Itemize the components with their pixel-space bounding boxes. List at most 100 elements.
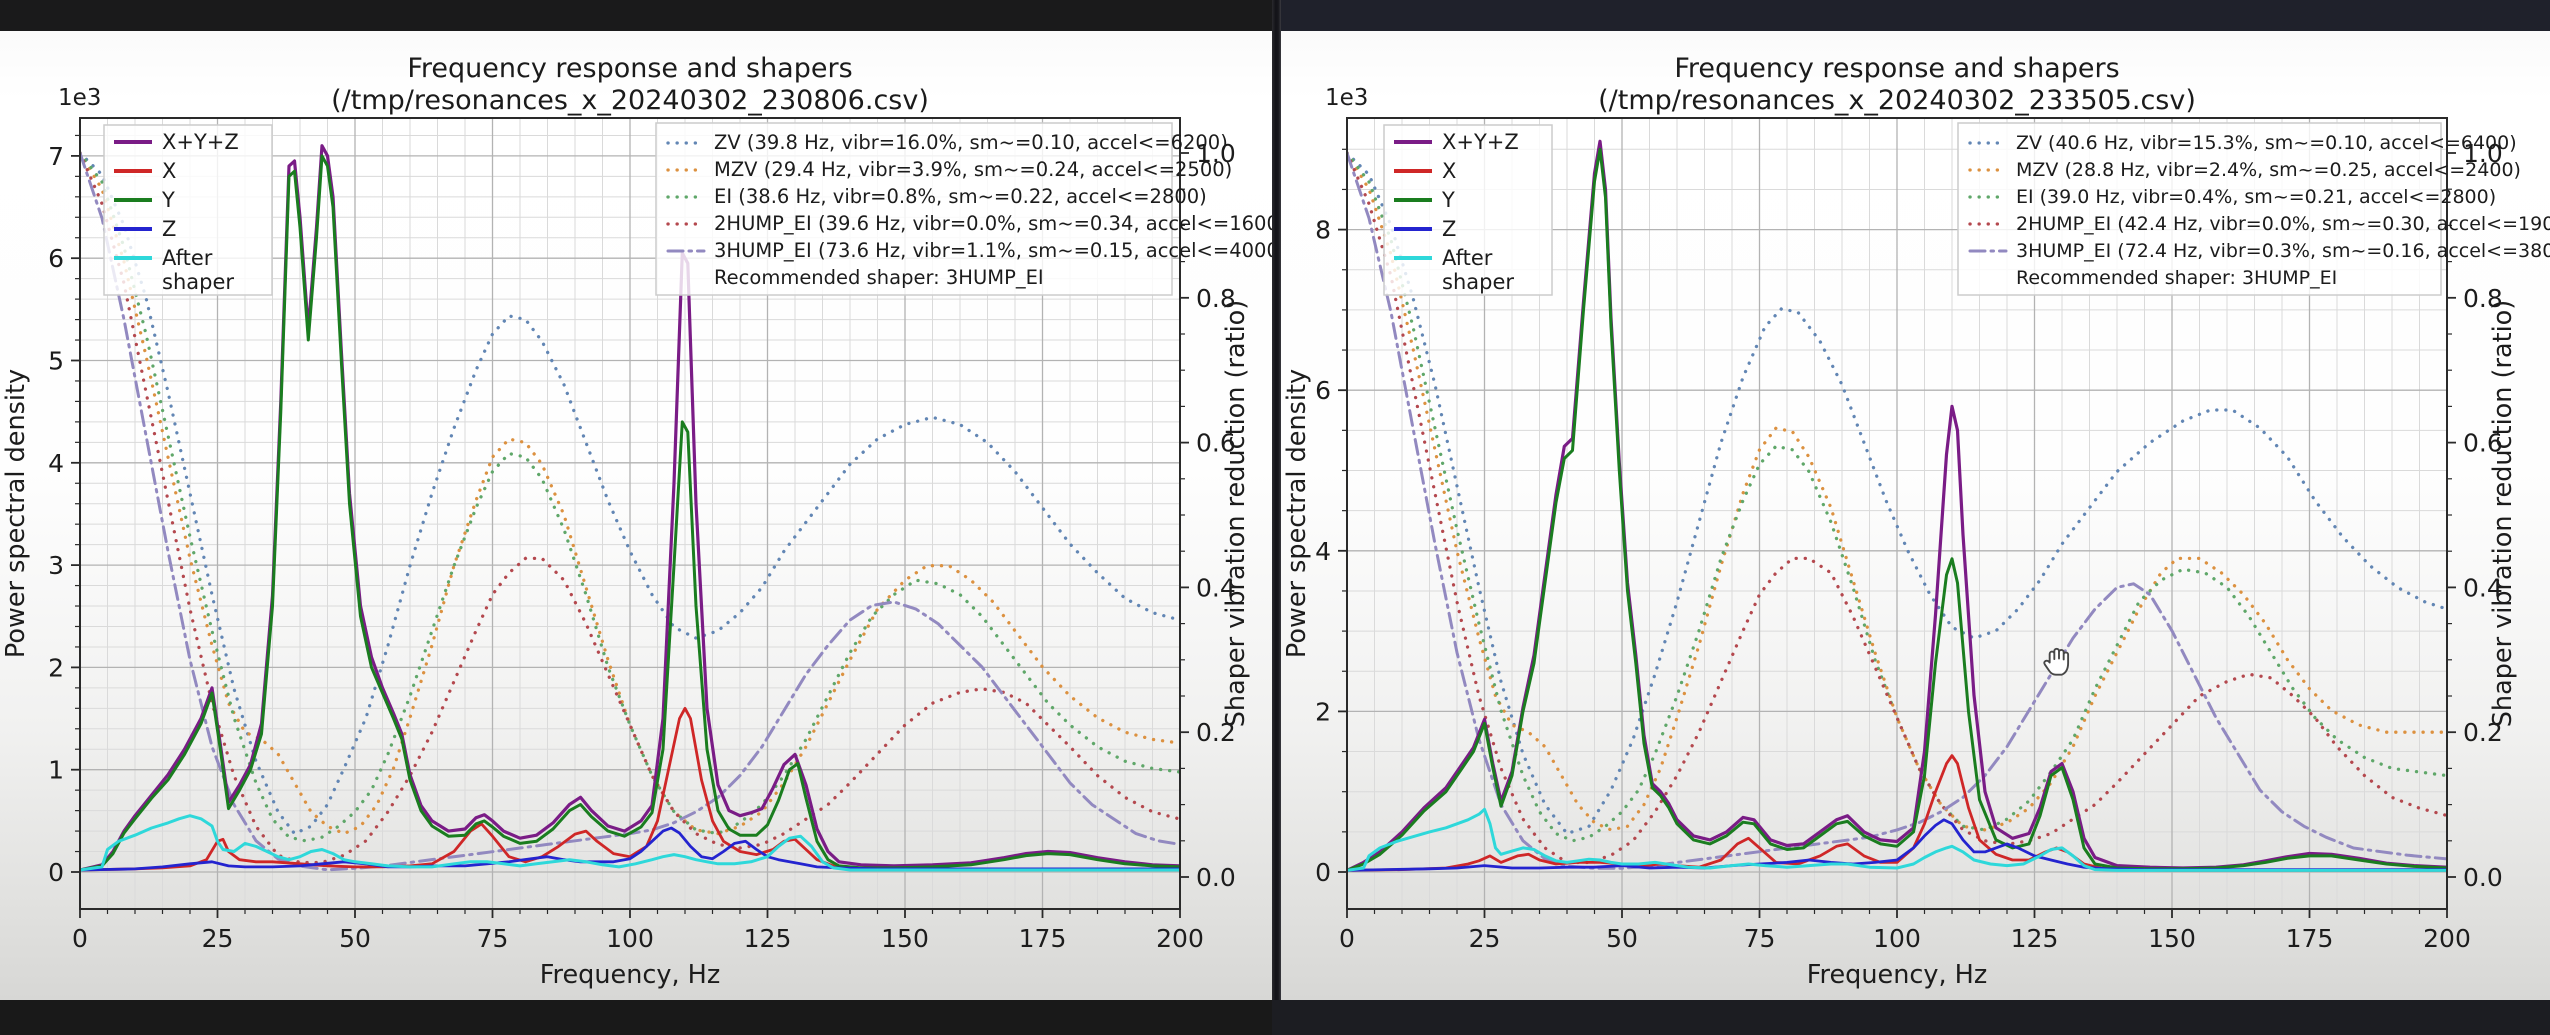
series-legend-label: Y [1441,188,1455,212]
resonance-chart-panel-right: Frequency response and shapers (/tmp/res… [1281,31,2550,1000]
shaper-legend-label: EI (38.6 Hz, vibr=0.8%, sm~=0.22, accel<… [714,185,1207,208]
y-axis-offset-label: 1e3 [1325,85,1368,111]
y-right-tick-label: 1.0 [2463,139,2503,168]
y-axis-offset-label: 1e3 [58,85,101,111]
x-tick-label: 200 [2423,924,2471,953]
y-left-tick-label: 0 [48,858,64,887]
psd-curve-Y [1347,147,2447,872]
y-left-tick-label: 8 [1315,216,1331,245]
x-axis-label: Frequency, Hz [540,960,721,990]
chart-title-block: Frequency response and shapers (/tmp/res… [1598,53,2196,117]
x-tick-label: 25 [202,924,234,953]
recommended-shaper-label: Recommended shaper: 3HUMP_EI [714,266,1044,289]
panel-divider [1272,0,1281,1035]
y-left-tick-label: 5 [48,347,64,376]
series-legend-label: Y [161,188,175,212]
chart-title: Frequency response and shapers [407,53,853,84]
series-legend-label: After [162,246,213,270]
shaper-curve-3HUMP_EI [80,151,1180,872]
series-legend-label: X+Y+Z [1442,130,1519,154]
y-left-tick-label: 3 [48,551,64,580]
top-bar-right-segment [1272,0,2550,31]
chart-title: Frequency response and shapers [1674,53,2120,84]
series-legend-label: shaper [162,270,234,294]
chart-title-block: Frequency response and shapers (/tmp/res… [331,53,929,117]
chart-subtitle: (/tmp/resonances_x_20240302_230806.csv) [331,85,929,116]
x-tick-label: 75 [477,924,509,953]
series-legend-label: Z [1442,217,1456,241]
axis-labels-layer: 0 25 50 75 100 125 150 175 200 Frequency, Hz 0 2 4 6 8… [1282,85,2518,990]
top-letterbox-bar [0,0,2550,31]
y-right-tick-label: 0.2 [2463,718,2503,747]
shaper-curve-EI [80,151,1180,843]
y-right-tick-label: 0.6 [2463,429,2503,458]
bottom-bar-right-segment [1272,1000,2550,1035]
y-left-tick-label: 6 [1315,376,1331,405]
x-tick-label: 175 [2286,924,2334,953]
x-tick-label: 0 [72,924,88,953]
x-tick-label: 100 [606,924,654,953]
series-legend-box [103,124,273,296]
x-tick-label: 125 [744,924,792,953]
shaper-legend-label: ZV (39.8 Hz, vibr=16.0%, sm~=0.10, accel… [714,131,1228,154]
y-left-axis-label: Power spectral density [1282,369,1312,658]
y-right-tick-label: 0.8 [2463,284,2503,313]
shaper-legend-label: MZV (29.4 Hz, vibr=3.9%, sm~=0.24, accel… [714,158,1232,181]
y-right-tick-label: 0.4 [2463,573,2503,602]
psd-curve-Z [1347,818,2447,872]
axes-frame-layer [71,117,1189,918]
series-legend-label: X [162,159,176,183]
y-right-tick-label: 0.4 [1196,573,1236,602]
x-tick-label: 200 [1156,924,1204,953]
x-tick-label: 75 [1744,924,1776,953]
shaper-legend-label: 2HUMP_EI (42.4 Hz, vibr=0.0%, sm~=0.30, … [2016,213,2550,235]
y-left-tick-label: 2 [1315,697,1331,726]
shaper-legend: ZV (39.8 Hz, vibr=16.0%, sm~=0.10, accel… [655,122,1272,296]
y-right-tick-label: 0.8 [1196,284,1236,313]
x-tick-label: 50 [1606,924,1638,953]
shaper-legend-label: 3HUMP_EI (73.6 Hz, vibr=1.1%, sm~=0.15, … [714,239,1272,262]
y-right-tick-label: 0.6 [1196,429,1236,458]
shaper-legend-label: 2HUMP_EI (39.6 Hz, vibr=0.0%, sm~=0.34, … [714,212,1272,235]
x-tick-label: 0 [1339,924,1355,953]
shaper-legend-box [655,122,1173,296]
shaper-legend-label: EI (39.0 Hz, vibr=0.4%, sm~=0.21, accel<… [2016,186,2496,208]
psd-curve-Y [80,154,1180,872]
shaper-curve-ZV [80,151,1180,836]
shaper-legend-label: ZV (40.6 Hz, vibr=15.3%, sm~=0.10, accel… [2016,132,2517,154]
shaper-legend-label: MZV (28.8 Hz, vibr=2.4%, sm~=0.25, accel… [2016,159,2521,181]
shaper-legend: ZV (40.6 Hz, vibr=15.3%, sm~=0.10, accel… [1957,122,2550,296]
y-left-tick-label: 4 [48,449,64,478]
curves-layer [80,144,1180,872]
y-left-tick-label: 2 [48,653,64,682]
psd-curve-After-shaper [80,814,1180,872]
bottom-bar-left-segment [0,1000,1272,1035]
y-left-axis-label: Power spectral density [1,369,31,658]
shaper-curve-MZV [80,151,1180,836]
x-tick-label: 50 [339,924,371,953]
shaper-curve-ZV [1347,151,2447,836]
recommended-shaper-label: Recommended shaper: 3HUMP_EI [2016,267,2337,289]
resonance-chart-panel-left: Frequency response and shapers (/tmp/res… [0,31,1272,1000]
x-tick-label: 25 [1469,924,1501,953]
y-left-tick-label: 0 [1315,858,1331,887]
y-left-tick-label: 4 [1315,537,1331,566]
series-legend-label: shaper [1442,270,1514,294]
y-right-tick-label: 0.0 [2463,863,2503,892]
x-tick-label: 150 [2148,924,2196,953]
shaper-curve-EI [1347,151,2447,843]
psd-curve-Z [80,826,1180,872]
x-tick-label: 150 [881,924,929,953]
y-left-tick-label: 7 [48,142,64,171]
y-right-tick-label: 0.2 [1196,718,1236,747]
x-axis-label: Frequency, Hz [1807,960,1988,990]
series-legend-label: After [1442,246,1493,270]
series-legend-label: X [1442,159,1456,183]
axes-frame-layer [1338,117,2456,918]
series-legend-label: X+Y+Z [162,130,239,154]
bottom-letterbox-bar [0,1000,2550,1035]
